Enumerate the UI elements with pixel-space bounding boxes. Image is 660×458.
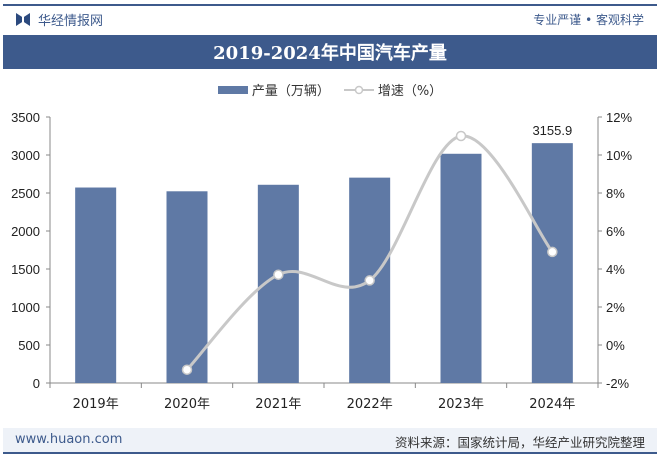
footer-source: 资料来源：国家统计局，华经产业研究院整理 <box>394 435 645 450</box>
brand: 华经情报网 <box>16 10 103 29</box>
legend-item-growth: 增速（%） <box>343 80 443 99</box>
top-divider <box>3 4 657 6</box>
x-tick-label: 2021年 <box>255 397 301 412</box>
right-tick-label: 2% <box>606 300 625 315</box>
slogan: 专业严谨 • 客观科学 <box>533 13 644 27</box>
left-tick-label: 1000 <box>11 300 40 315</box>
x-tick-label: 2022年 <box>347 397 393 412</box>
footer: www.huaon.com 资料来源：国家统计局，华经产业研究院整理 <box>3 428 657 454</box>
left-tick-label: 1500 <box>11 262 40 277</box>
legend-label: 增速（%） <box>377 84 443 99</box>
legend-label: 产量（万辆） <box>251 84 330 99</box>
left-tick-label: 500 <box>18 338 40 353</box>
right-tick-label: 0% <box>606 338 625 353</box>
legend-item-production: 产量（万辆） <box>217 80 330 99</box>
growth-point <box>364 275 375 286</box>
legend: 产量（万辆） 增速（%） <box>0 80 660 99</box>
left-tick-label: 2000 <box>11 224 40 239</box>
left-tick-label: 2500 <box>11 186 40 201</box>
right-tick-label: 10% <box>606 148 632 163</box>
bar-2020年 <box>166 191 208 383</box>
brand-name: 华经情报网 <box>38 14 104 29</box>
bar-2024年 <box>531 143 573 383</box>
growth-point <box>455 130 467 142</box>
growth-point <box>273 269 284 280</box>
left-tick-label: 3000 <box>11 148 40 163</box>
chart-title-band: 2019-2024年中国汽车产量 <box>3 35 657 69</box>
chart-title: 2019-2024年中国汽车产量 <box>213 43 447 64</box>
right-tick-label: 4% <box>606 262 625 277</box>
growth-point <box>547 246 558 258</box>
left-tick-label: 0 <box>33 376 40 391</box>
data-label: 3155.9 <box>532 123 572 138</box>
x-tick-label: 2020年 <box>164 397 210 412</box>
bar-2019年 <box>75 187 117 383</box>
right-tick-label: 12% <box>606 110 632 125</box>
line-swatch-icon <box>343 85 374 94</box>
right-tick-label: 6% <box>606 224 625 239</box>
x-tick-label: 2024年 <box>529 397 575 412</box>
x-tick-label: 2023年 <box>438 397 484 412</box>
growth-point <box>181 364 193 375</box>
left-tick-label: 3500 <box>11 110 40 125</box>
bar-2023年 <box>440 153 482 383</box>
x-tick-label: 2019年 <box>73 397 119 412</box>
footer-url[interactable]: www.huaon.com <box>15 432 123 447</box>
right-tick-label: -2% <box>606 376 630 391</box>
bar-swatch-icon <box>217 85 248 94</box>
right-tick-label: 8% <box>606 186 625 201</box>
